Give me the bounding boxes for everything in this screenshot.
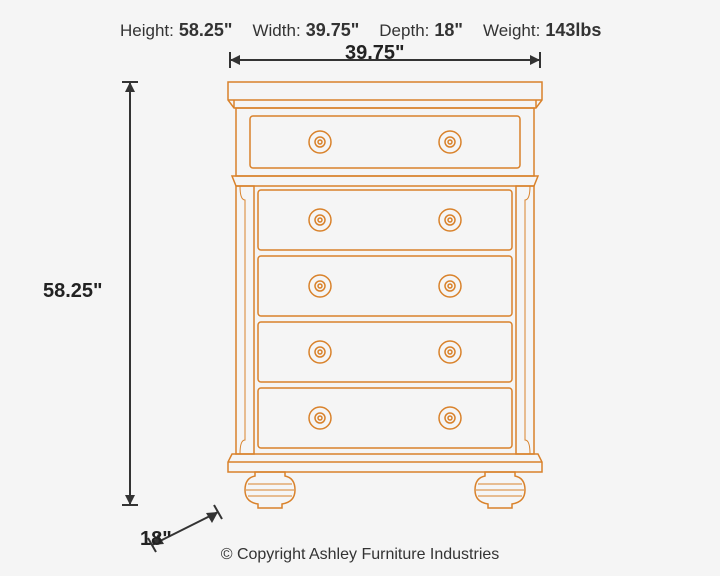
copyright-text: © Copyright Ashley Furniture Industries [0,546,720,564]
left-height-label: 58.25" [43,280,103,303]
left-dimension [122,82,138,505]
diagram-container: Height: 58.25" Width: 39.75" Depth: 18" … [0,0,720,576]
diagram-svg [0,0,720,576]
top-width-label: 39.75" [345,42,405,65]
chest-drawing [228,82,542,508]
